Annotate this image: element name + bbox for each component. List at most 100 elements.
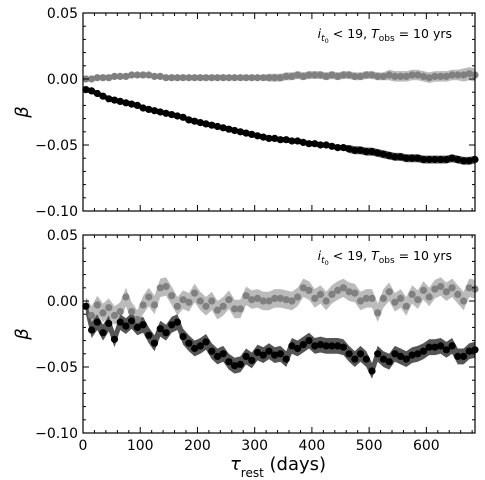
series-0-point [248, 296, 256, 304]
series-0-point [299, 72, 307, 80]
series-1-point [345, 145, 353, 153]
series-1-point [322, 141, 330, 149]
series-0-point [334, 286, 342, 294]
series-1-point [208, 121, 216, 129]
series-0-point [437, 282, 445, 291]
series-1-point [128, 317, 136, 325]
series-1-error-band [85, 298, 476, 379]
series-1-point [385, 152, 393, 160]
series-1-point [110, 96, 119, 104]
series-0-point [316, 71, 325, 79]
series-0-point [442, 72, 450, 80]
series-0-point [259, 74, 267, 82]
series-0-point [339, 284, 347, 292]
series-1-point [379, 355, 387, 363]
series-1-point [162, 109, 170, 117]
series-1-point [402, 355, 410, 363]
series-1-point [213, 122, 222, 131]
series-0-point [242, 74, 250, 82]
series-1-point [219, 124, 227, 132]
series-0-point [110, 72, 119, 80]
series-0-point [271, 294, 279, 302]
panel-annotation: it0 < 19, Tobs = 10 yrs [318, 26, 452, 45]
series-1-point [442, 346, 450, 354]
series-1-point [145, 105, 153, 113]
series-0-point [368, 294, 376, 302]
series-1-point [133, 323, 141, 331]
series-1-point [265, 347, 273, 355]
series-1-point [316, 341, 325, 349]
series-1-point [196, 342, 204, 350]
series-0-point [465, 284, 473, 292]
series-1-point [202, 120, 210, 128]
series-1-point [179, 113, 187, 121]
series-1-point [374, 350, 382, 358]
series-1-point [145, 331, 153, 339]
series-0-point [156, 284, 164, 292]
series-0-point [345, 71, 353, 79]
series-1-point [208, 347, 216, 355]
x-tick-label: 0 [79, 438, 88, 454]
series-0-point [397, 294, 405, 302]
series-1-point [156, 325, 164, 333]
series-0-point [213, 306, 222, 314]
series-1-point [162, 329, 170, 337]
series-1-point [259, 351, 267, 359]
x-tick-label: 500 [356, 438, 383, 454]
series-1-point [231, 126, 239, 135]
series-0-point [213, 74, 222, 82]
series-1-point [414, 154, 422, 162]
series-0-point [362, 294, 370, 302]
series-1-point [328, 142, 336, 150]
series-1-point [271, 134, 279, 142]
series-1-point [442, 155, 450, 164]
series-0-point [196, 297, 204, 305]
top-panel: −0.10 −0.05 0.00 0.05 β it0 < 19, Tobs = 10 y… [12, 6, 479, 220]
series-0-point [88, 75, 96, 83]
series-1-point [82, 302, 90, 310]
series-0-point [225, 74, 233, 82]
series-1-point [105, 95, 113, 103]
series-0-point [248, 74, 256, 82]
series-0-point [133, 71, 141, 79]
series-1-point [265, 134, 273, 142]
series-1-point [225, 358, 233, 366]
series-1-point [397, 352, 405, 360]
x-tick-label: 400 [299, 438, 326, 454]
bottom-panel: 0 100 200 300 400 500 600 −0.10 −0.05 0.00 0.05 β it… [12, 228, 479, 454]
series-1-point [196, 119, 204, 127]
series-0-point [356, 297, 365, 305]
series-0-point [311, 294, 319, 302]
series-1-point [334, 342, 342, 350]
series-0-point [356, 72, 365, 80]
series-0-point [191, 74, 199, 82]
series-0-point [437, 72, 445, 80]
series-0-point [448, 284, 456, 292]
series-1-point [460, 352, 468, 360]
series-0-point [448, 71, 456, 79]
series-1-point [299, 341, 307, 349]
series-0-point [425, 74, 433, 82]
series-0-point [219, 74, 227, 82]
series-0-point [408, 290, 416, 298]
series-0-point [145, 293, 153, 301]
series-0-point [345, 288, 353, 296]
series-0-point [93, 301, 101, 309]
series-0-point [328, 290, 336, 298]
series-1-point [225, 125, 233, 133]
series-1-point [294, 137, 302, 145]
series-0-point [288, 72, 296, 80]
series-1-point [248, 130, 256, 138]
series-1-point [431, 343, 439, 351]
series-1-point [356, 350, 365, 358]
series-0-point [379, 294, 387, 302]
series-1-point [202, 338, 210, 346]
series-0-point [253, 294, 262, 302]
series-0-point [368, 71, 376, 79]
series-1-point [368, 148, 376, 156]
series-1-point [294, 344, 302, 353]
series-0-point [402, 72, 410, 80]
series-1-point [379, 150, 387, 158]
series-1-point [253, 132, 262, 140]
series-1-point [242, 352, 250, 360]
